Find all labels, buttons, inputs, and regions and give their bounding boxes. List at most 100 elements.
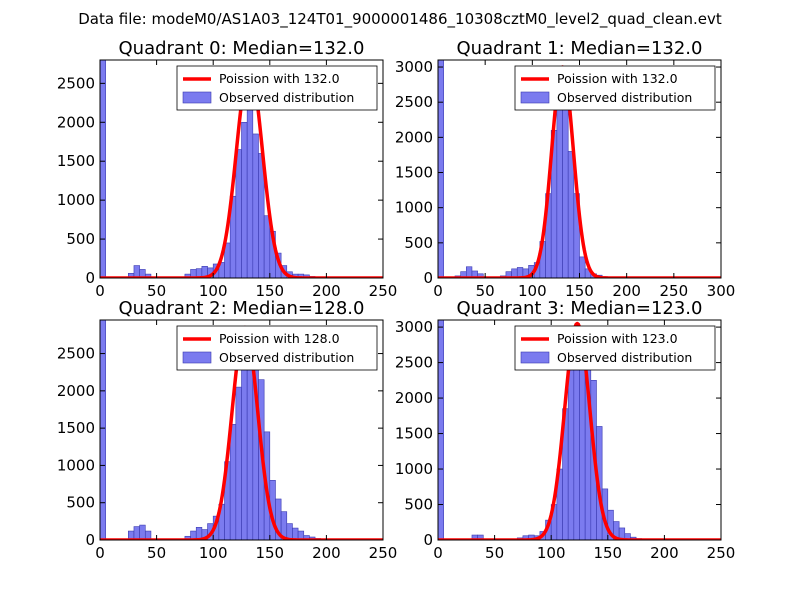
quadrant-2-ytick-label: 2000 — [57, 382, 95, 400]
quadrant-1-ytick-label: 2000 — [395, 128, 433, 146]
quadrant-1-xtick-label: 50 — [476, 282, 495, 300]
quadrant-0-axes-frame — [99, 59, 384, 279]
quadrant-0-legend-label-observed: Observed distribution — [219, 90, 354, 105]
quadrant-0-histogram-bar — [246, 102, 254, 278]
quadrant-1-legend-label-model: Poission with 132.0 — [557, 71, 678, 86]
quadrant-1-histogram-bar — [567, 151, 575, 278]
quadrant-0-ytick-label: 2000 — [57, 113, 95, 131]
quadrant-3-ytick-label: 500 — [404, 496, 433, 514]
quadrant-3-title: Quadrant 3: Median=123.0 — [457, 298, 703, 319]
quadrant-2-xtick-label: 100 — [199, 544, 228, 562]
quadrant-3-xtick-label: 100 — [537, 544, 566, 562]
quadrant-2-ytick-label: 1000 — [57, 456, 95, 474]
quadrant-2-histogram-bar — [246, 345, 254, 540]
quadrant-0-xtick-label: 50 — [147, 282, 166, 300]
quadrant-1-ytick-label: 1500 — [395, 164, 433, 182]
quadrant-2-title: Quadrant 2: Median=128.0 — [119, 298, 365, 319]
quadrant-0-histogram-bar — [252, 133, 259, 278]
quadrant-3-histogram-bar — [438, 320, 444, 540]
quadrant-3-histogram-bar — [624, 533, 631, 540]
quadrant-2-histogram-bar — [139, 524, 146, 540]
quadrant-0-xtick-label: 100 — [199, 282, 228, 300]
quadrant-0-histogram-bar — [241, 121, 248, 278]
quadrant-0-title: Quadrant 0: Median=132.0 — [119, 38, 365, 59]
quadrant-2-histogram-bar — [235, 386, 242, 540]
quadrant-3-ytick-label: 1500 — [395, 425, 433, 443]
quadrant-1-xtick-label: 250 — [660, 282, 689, 300]
quadrant-0-legend-label-model: Poission with 132.0 — [219, 71, 340, 86]
quadrant-1-poisson-curve — [438, 65, 721, 278]
quadrant-2-histogram-bar — [241, 349, 248, 540]
quadrant-2-histogram-bar — [133, 526, 140, 540]
quadrant-1-xtick-label: 0 — [433, 282, 443, 300]
quadrant-1-xtick-label: 300 — [707, 282, 736, 300]
quadrant-1-histogram-bar — [556, 87, 563, 278]
quadrant-2-xtick-label: 0 — [95, 544, 105, 562]
quadrant-1-ytick-label: 0 — [423, 269, 433, 287]
quadrant-3-legend-bar-swatch — [520, 351, 550, 364]
quadrant-0-ytick-label: 2500 — [57, 74, 95, 92]
quadrant-3-legend-label-model: Poission with 123.0 — [557, 331, 678, 346]
quadrant-0-xtick-label: 150 — [255, 282, 284, 300]
quadrant-0-xtick-label: 250 — [369, 282, 398, 300]
quadrant-3-axes-frame — [437, 319, 722, 541]
quadrant-3-ytick-label: 3000 — [395, 318, 433, 336]
quadrant-0-histogram-bar — [144, 273, 152, 278]
quadrant-1-xtick-label: 100 — [518, 282, 547, 300]
quadrant-2-panel: Quadrant 2: Median=128.00 50 100 150 200 2500… — [57, 298, 398, 562]
quadrant-3-histogram-bar — [477, 534, 484, 540]
quadrant-3-ytick-label: 1000 — [395, 460, 433, 478]
quadrant-2-ytick-label: 500 — [66, 494, 95, 512]
quadrant-1-ytick-label: 500 — [404, 234, 433, 252]
quadrant-0-histogram-bar — [235, 149, 242, 278]
quadrant-2-xtick-label: 150 — [255, 544, 284, 562]
quadrant-1-legend-label-observed: Observed distribution — [557, 90, 692, 105]
quadrant-3-ytick-label: 2500 — [395, 354, 433, 372]
quadrant-3-legend-label-observed: Observed distribution — [557, 350, 692, 365]
quadrant-3-ytick-label: 2000 — [395, 389, 433, 407]
quadrant-1-ytick-label: 3000 — [395, 58, 433, 76]
quadrant-1-title: Quadrant 1: Median=132.0 — [457, 38, 703, 59]
quadrant-2-axes-frame — [99, 319, 384, 541]
quadrant-2-ytick-label: 2500 — [57, 345, 95, 363]
quadrant-3-xtick-label: 200 — [650, 544, 679, 562]
figure-suptitle: Data file: modeM0/AS1A03_124T01_90000014… — [78, 10, 722, 29]
quadrant-1-panel: Quadrant 1: Median=132.0 0 50 100 150 200 250 3… — [395, 38, 736, 300]
quadrant-1-plot-area — [438, 60, 721, 278]
quadrant-0-histogram-bar — [263, 215, 271, 278]
quadrant-2-histogram-bar — [229, 424, 237, 540]
quadrant-3-xtick-label: 150 — [593, 544, 622, 562]
quadrant-2-legend-label-observed: Observed distribution — [219, 350, 354, 365]
quadrant-2-legend-bar-swatch — [182, 351, 212, 364]
quadrant-1-histogram-bar — [438, 60, 444, 278]
quadrant-1-xtick-label: 150 — [565, 282, 594, 300]
quadrant-0-histogram-bar — [100, 60, 106, 278]
quadrant-0-ytick-label: 500 — [66, 230, 95, 248]
quadrant-3-ytick-label: 0 — [423, 531, 433, 549]
quadrant-1-ytick-label: 1000 — [395, 199, 433, 217]
quadrant-1-legend-bar-swatch — [520, 91, 550, 104]
quadrant-0-xtick-label: 0 — [95, 282, 105, 300]
quadrant-2-ytick-label: 0 — [85, 531, 95, 549]
quadrant-2-xtick-label: 200 — [312, 544, 341, 562]
quadrant-3-histogram-bar — [567, 355, 575, 540]
quadrant-1-ytick-label: 2500 — [395, 93, 433, 111]
quadrant-2-legend-label-model: Poission with 128.0 — [219, 331, 340, 346]
quadrant-0-histogram-bar — [133, 265, 140, 278]
quadrant-2-xtick-label: 50 — [147, 544, 166, 562]
quadrant-0-ytick-label: 1500 — [57, 152, 95, 170]
quadrant-1-histogram-bar — [562, 105, 569, 278]
quadrant-3-xtick-label: 50 — [485, 544, 504, 562]
quadrant-3-xtick-label: 0 — [433, 544, 443, 562]
quadrant-0-xtick-label: 200 — [312, 282, 341, 300]
quadrant-1-xtick-label: 200 — [612, 282, 641, 300]
quadrant-0-ytick-label: 1000 — [57, 191, 95, 209]
quadrant-3-xtick-label: 250 — [707, 544, 736, 562]
quadrant-1-histogram-bar — [579, 256, 586, 278]
quadrant-2-xtick-label: 250 — [369, 544, 398, 562]
quadrant-2-histogram-bar — [100, 320, 106, 540]
quadrant-2-ytick-label: 1500 — [57, 419, 95, 437]
quadrant-3-panel: Quadrant 3: Median=123.00 50 100 150 200 2500… — [395, 298, 736, 562]
